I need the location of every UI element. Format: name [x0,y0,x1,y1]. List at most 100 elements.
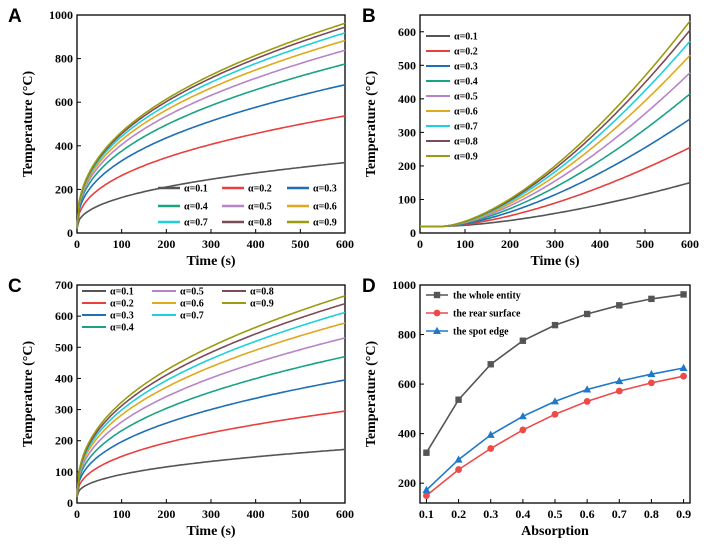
panel-c-series-line-8 [76,302,346,497]
panel-d-x-tick-label: 0.1 [419,507,434,521]
panel-c-legend-label: α=0.7 [180,311,204,322]
panel-d-series-2-point [615,387,623,395]
panel-a-series-line-4 [76,63,346,229]
panel-a-x-tick-label: 400 [247,237,265,251]
panel-a-chart: 0 100 200 300 400 500 600 0 200 400 600 800 1000 Time… [21,8,354,269]
panel-b-legend-label: α=0.4 [454,77,478,88]
panel-b-chart: 0 100 200 300 400 500 600 0 100 200 300 400 500 600 Ti… [364,14,699,269]
panel-a-series-line-7 [76,32,346,229]
panel-a-legend-label: α=0.1 [184,184,208,195]
panel-b-x-tick-label: 400 [591,237,609,251]
panel-d-legend-label: the whole entity [453,291,521,302]
panel-d-series-1-point [680,291,687,298]
panel-c-legend-label: α=0.3 [110,311,134,322]
panel-a-series-line-8 [76,26,346,229]
panel-d-series-2-point [551,410,559,418]
panel-d-series-1-point [616,302,623,309]
panel-b-legend-label: α=0.6 [454,107,478,118]
panel-c-series-line-1 [76,448,346,498]
panel-c-legend-label: α=0.6 [180,299,204,310]
panel-b-legend-label: α=0.3 [454,62,478,73]
panel-a-legend-label: α=0.8 [248,218,272,229]
panel-d-series-3-point [422,485,431,494]
panel-c-series-line-4 [76,355,346,497]
panel-b-x-tick-label: 500 [636,237,654,251]
panel-d-series-1-point [423,449,430,456]
panel-c-legend-label: α=0.1 [110,287,134,298]
panel-d-series-3-point [551,397,559,405]
panel-b-series-line-9 [420,20,691,228]
panel-a-legend-label: α=0.9 [313,218,337,229]
panel-d-series-2-point [583,398,591,405]
panel-d-x-tick-label: 0.2 [451,507,466,521]
panel-d-series-1-point [455,396,462,403]
panel-c-legend-label: α=0.4 [110,323,134,334]
panel-a-series-line-9 [76,22,346,229]
panel-d-y-tick-label: 800 [398,328,416,342]
panel-a-x-tick-label: 200 [157,237,175,251]
panel-a-y-tick-label: 1000 [49,8,73,22]
panel-c-series-line-5 [76,337,346,497]
panel-a-x-tick-label: 500 [291,237,309,251]
panel-c-y-tick-label: 0 [67,496,73,510]
panel-b-y-tick-label: 0 [410,226,416,240]
panel-b-y-tick-label: 400 [398,92,416,106]
panel-c-legend-label: α=0.8 [250,287,274,298]
panel-d-x-tick-label: 0.6 [580,507,595,521]
panel-d-series-2-point [423,492,430,499]
panel-c-y-tick-label: 400 [55,371,73,385]
panel-a-series-line-1 [76,161,346,229]
panel-a-series-line-5 [76,49,346,229]
panel-a-series-line-6 [76,39,346,229]
panel-d-series-3-point [518,412,527,420]
panel-d-series-line-2 [425,375,684,497]
panel-a-legend-label: α=0.3 [313,184,337,195]
panel-d-x-tick-label: 0.5 [548,507,563,521]
panel-d-series-3-point [647,369,656,378]
panel-d-legend-marker [433,309,441,317]
panel-d-series-2-point [648,379,655,387]
panel-c-y-tick-label: 600 [55,309,73,323]
panel-b-legend-label: α=0.2 [454,47,478,58]
panel-a-legend-label: α=0.5 [248,202,272,213]
panel-c-series-line-2 [76,410,346,497]
panel-letter-a: A [8,6,22,27]
panel-d-x-tick-label: 0.9 [676,507,691,521]
panel-c-x-axis-title: Time (s) [186,524,235,539]
panel-letter-b: B [362,6,376,27]
panel-d-series-3-point [615,376,624,385]
panel-d-y-tick-label: 400 [398,427,416,441]
panel-d-legend-marker [433,326,441,334]
panel-c-x-tick-label: 0 [74,507,80,521]
panel-letter-d: D [362,276,376,297]
panel-c-legend-label: α=0.2 [110,299,134,310]
panel-d-y-tick-label: 1000 [392,278,416,292]
panel-d-series-1-point [487,361,494,368]
panel-b-legend-label: α=0.5 [454,92,478,103]
panel-c-y-tick-label: 500 [55,340,73,354]
panel-d-series-2-point [487,445,495,452]
panel-b-y-tick-label: 200 [398,159,416,173]
panel-d-series-2-point [455,466,462,473]
panel-d-series-1-point [648,295,655,303]
panel-b-y-tick-label: 300 [398,125,416,139]
panel-c-series-line-6 [76,322,346,497]
panel-d-x-tick-label: 0.7 [612,507,627,521]
panel-a-legend-label: α=0.2 [248,184,272,195]
panel-b-x-tick-label: 0 [417,237,423,251]
panel-c-chart: 0 100 200 300 400 500 600 0 100 200 300 400 500 600 70… [21,278,354,539]
panel-d-legend-label: the spot edge [453,327,509,338]
panel-b-x-axis-title: Time (s) [530,254,579,269]
panel-letter-c: C [8,276,22,297]
panel-c-legend-label: α=0.9 [250,299,274,310]
panel-b-series-line-1 [420,181,691,228]
panel-d-chart: 0.1 0.2 0.3 0.4 0.5 0.6 0.7 0.8 0.9 200 400 600 800 1… [364,278,691,539]
panel-d-series-3-point [583,385,592,393]
panel-a-x-axis-title: Time (s) [186,254,235,269]
panel-c-legend-label: α=0.5 [180,287,204,298]
panel-a-y-tick-label: 200 [55,182,73,196]
panel-c-y-tick-label: 700 [55,278,73,292]
panel-a-x-tick-label: 600 [336,237,354,251]
panel-d-y-tick-label: 200 [398,476,416,490]
panel-d-series-3-point [679,363,688,371]
